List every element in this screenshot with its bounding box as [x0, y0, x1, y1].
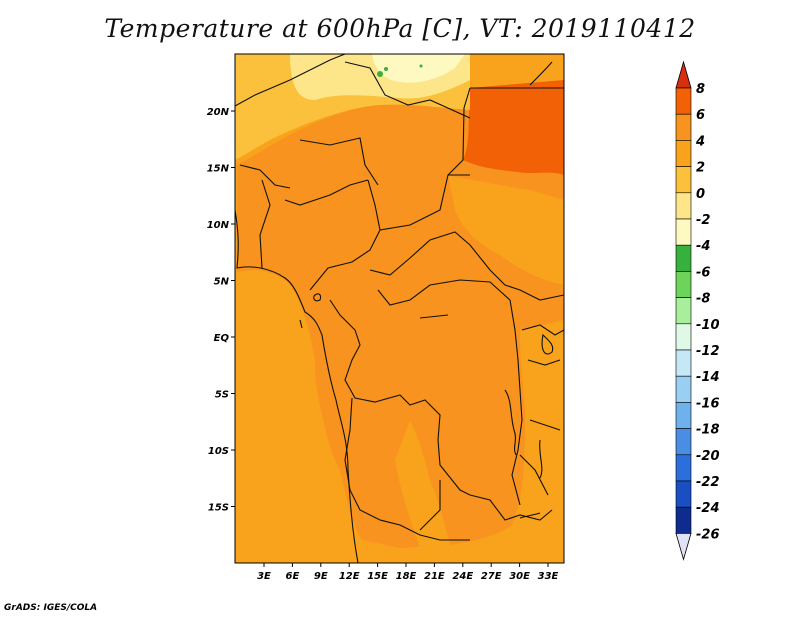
colorbar-label: 4 [695, 134, 705, 149]
lat-label: 5S [215, 390, 229, 401]
colorbar: 8 6 4 2 0 -2 -4 -6 -8 -10 -12 -14 -16 -18 -20 -22 -24 -26 [675, 60, 720, 561]
colorbar-swatch [675, 113, 692, 141]
lon-label: 30E [509, 571, 530, 582]
colorbar-swatch [675, 480, 692, 508]
colorbar-swatch [675, 323, 692, 351]
colorbar-swatch [675, 192, 692, 220]
field-green-spot [384, 67, 388, 71]
colorbar-top-arrow [675, 60, 692, 89]
colorbar-swatch [675, 244, 692, 272]
longitude-axis: 3E 6E 9E 12E 15E 18E 21E 24E 27E 30E 33E [257, 563, 559, 582]
colorbar-swatch [675, 375, 692, 403]
colorbar-swatch [675, 454, 692, 482]
colorbar-swatch [675, 428, 692, 456]
lon-label: 18E [396, 571, 417, 582]
colorbar-label: -20 [696, 449, 720, 464]
field-green-spot [419, 64, 423, 68]
colorbar-label: -16 [696, 396, 720, 411]
latitude-axis: 20N 15N 10N 5N EQ 5S 10S 15S [207, 107, 235, 514]
map-frame [234, 53, 565, 564]
colorbar-label: -2 [696, 213, 710, 228]
colorbar-label: -18 [696, 423, 720, 438]
credit-text: GrADS: IGES/COLA [4, 603, 98, 613]
colorbar-swatch [675, 402, 692, 429]
lat-label: EQ [214, 333, 230, 344]
colorbar-label: 6 [696, 108, 705, 123]
colorbar-label: -24 [696, 501, 720, 516]
field-green-spot [377, 71, 383, 77]
lon-label: 21E [424, 571, 445, 582]
field-light-southeast [500, 320, 564, 563]
colorbar-swatch [675, 271, 692, 298]
colorbar-swatch [675, 166, 692, 194]
colorbar-label: 2 [696, 161, 705, 176]
field-light-south [395, 420, 450, 548]
colorbar-label: -12 [696, 344, 720, 359]
colorbar-swatch [675, 140, 692, 167]
colorbar-label: -10 [696, 318, 720, 333]
lon-label: 9E [314, 571, 328, 582]
colorbar-label: -6 [696, 265, 710, 280]
lat-label: 10S [208, 446, 229, 457]
lat-label: 15S [208, 503, 229, 514]
colorbar-swatch [675, 218, 692, 246]
lon-label: 6E [286, 571, 300, 582]
colorbar-label: -8 [696, 292, 710, 307]
temperature-field [235, 54, 564, 563]
colorbar-swatch [675, 506, 692, 534]
lon-label: 27E [481, 571, 502, 582]
colorbar-swatch [675, 87, 692, 115]
lon-label: 12E [339, 571, 360, 582]
lat-label: 10N [207, 220, 230, 231]
lat-label: 15N [207, 164, 230, 175]
colorbar-bottom-arrow [675, 533, 692, 561]
colorbar-swatch [675, 349, 692, 377]
lat-label: 5N [214, 277, 230, 288]
colorbar-label: -26 [696, 527, 720, 542]
lon-label: 24E [452, 571, 473, 582]
lat-label: 20N [207, 107, 230, 118]
lon-label: 15E [367, 571, 388, 582]
lon-label: 33E [538, 571, 559, 582]
country-borders [235, 54, 564, 563]
field-light-east [448, 175, 564, 285]
lon-label: 3E [257, 571, 271, 582]
colorbar-label: 8 [696, 82, 705, 97]
chart-title: Temperature at 600hPa [C], VT: 201911041… [104, 14, 696, 43]
colorbar-swatch [675, 297, 692, 325]
colorbar-label: -14 [696, 370, 720, 385]
colorbar-label: -22 [696, 475, 720, 490]
field-light-atlantic [235, 270, 362, 563]
colorbar-label: 0 [696, 187, 705, 202]
field-warm-ne [463, 80, 564, 175]
field-cool-north-3 [372, 54, 465, 83]
colorbar-label: -4 [696, 239, 710, 254]
